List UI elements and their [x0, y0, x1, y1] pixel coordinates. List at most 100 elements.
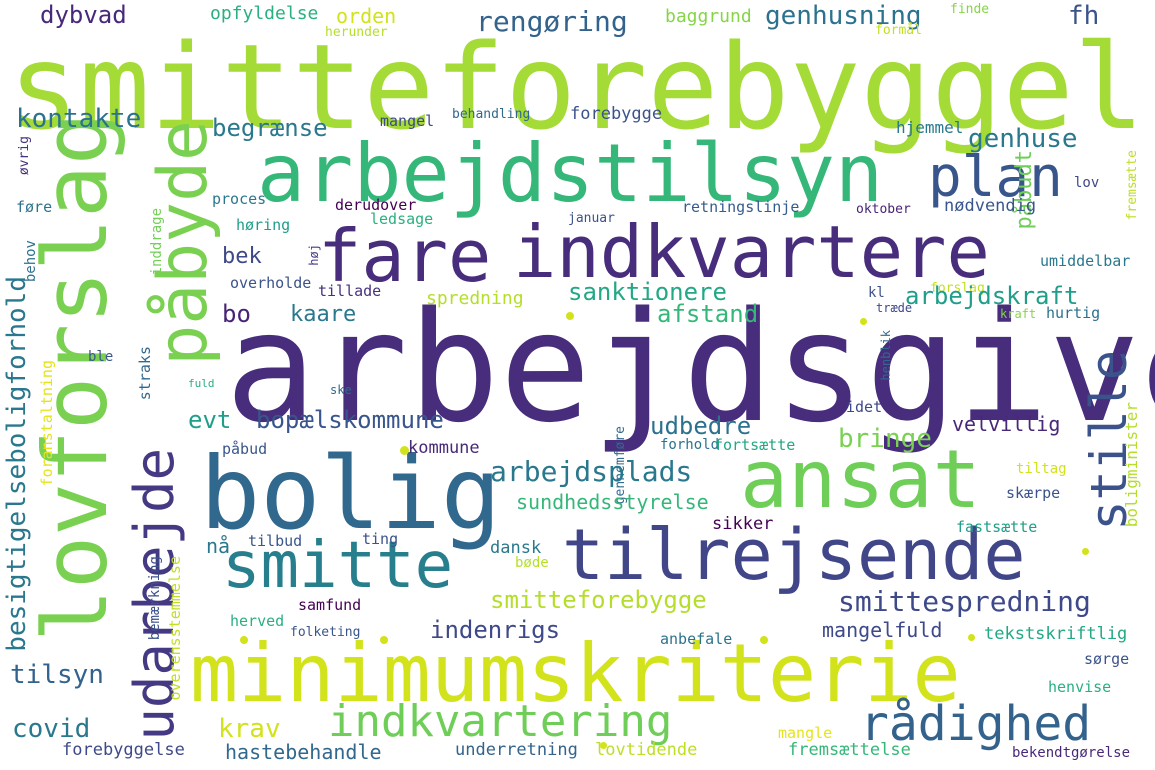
word-pabud: påbud: [222, 440, 268, 458]
word-smitte: smitte: [222, 529, 454, 603]
word-bekendtgorelse: bekendtgørelse: [1012, 745, 1131, 761]
word-proces: proces: [212, 190, 267, 208]
word-dybvad: dybvad: [40, 1, 127, 29]
word-tekstskriftlig: tekstskriftlig: [984, 624, 1128, 644]
word-minimumskriterie: minimumskriterie: [190, 627, 961, 720]
word-tiltag: tiltag: [1016, 461, 1067, 477]
word-henblik: henblik: [879, 330, 893, 381]
word-fore: føre: [16, 198, 53, 216]
word-arbejdsplads: arbejdsplads: [490, 455, 693, 488]
word-arbejdskraft: arbejdskraft: [905, 282, 1079, 310]
word-behandling: behandling: [452, 107, 531, 122]
word-horing: høring: [236, 216, 291, 234]
word-tillade: tillade: [318, 282, 382, 300]
word-hoj: høj: [307, 244, 321, 266]
word-covid: covid: [12, 714, 91, 744]
word-inddrage: inddrage: [149, 208, 165, 276]
word-orden: orden: [336, 4, 397, 28]
word-indenrigs: indenrigs: [430, 616, 561, 644]
word-umiddelbar: umiddelbar: [1040, 252, 1131, 270]
word-hurtig: hurtig: [1046, 304, 1101, 322]
word-nodvendig: nødvendig: [944, 196, 1037, 216]
word-arbejdstilsyn: arbejdstilsyn: [257, 127, 884, 220]
word-smitteforebygge: smitteforebygge: [490, 586, 707, 614]
word-begraense: begrænse: [212, 114, 328, 142]
word-finde: finde: [950, 2, 990, 17]
word-foranstaltning: foranstaltning: [38, 360, 56, 487]
word-fuld: fuld: [188, 377, 215, 390]
word-boligminister: boligminister: [1122, 402, 1141, 528]
word-velvillig: velvillig: [952, 412, 1061, 436]
dot: [566, 312, 574, 320]
word-idet: idet: [846, 398, 883, 416]
word-henvise: henvise: [1048, 678, 1112, 696]
word-ble: ble: [88, 349, 114, 365]
word-spredning: spredning: [426, 288, 524, 309]
word-rengoring: rengøring: [476, 5, 628, 38]
word-fremsaettelse: fremsættelse: [788, 740, 911, 760]
word-sanktionere: sanktionere: [568, 278, 727, 306]
word-lovtidende: lovtidende: [595, 740, 698, 760]
word-indkvartere: indkvartere: [513, 210, 990, 294]
word-mangel: mangel: [380, 112, 435, 130]
word-afstand: afstand: [657, 300, 759, 328]
dot: [1082, 548, 1089, 555]
word-straks: straks: [136, 346, 154, 401]
word-smitteforebyggelse: smitteforebyggelse: [8, 18, 1155, 156]
word-fh: fh: [1068, 1, 1100, 31]
word-besigtigelseboligforhold: besigtigelseboligforhold: [2, 276, 32, 652]
word-indkvartering: indkvartering: [328, 696, 673, 747]
word-hastebehandle: hastebehandle: [225, 740, 382, 764]
word-dansk: dansk: [490, 538, 542, 558]
word-tilrejsende: tilrejsende: [562, 514, 1026, 596]
word-retningslinje: retningslinje: [682, 198, 800, 216]
word-plan: plan: [928, 145, 1063, 210]
word-ting: ting: [362, 530, 399, 548]
word-kaare: kaare: [290, 302, 357, 327]
word-sundhedsstyrelse: sundhedsstyrelse: [516, 490, 709, 514]
dot: [760, 636, 768, 644]
word-genhuse: genhuse: [968, 124, 1078, 154]
word-samfund: samfund: [298, 596, 362, 614]
word-bringe: bringe: [838, 424, 932, 454]
word-hjemmel: hjemmel: [896, 118, 964, 137]
dot: [380, 636, 388, 644]
word-fortsaette: fortsætte: [714, 436, 796, 454]
word-genhusning: genhusning: [765, 1, 922, 31]
word-bopaelskommune: bopælskommune: [256, 406, 444, 434]
word-herunder: herunder: [325, 25, 388, 40]
word-mangle: mangle: [778, 724, 833, 742]
word-forslag: forslag: [930, 281, 985, 296]
dot: [600, 742, 607, 749]
word-formal: formål: [875, 23, 922, 38]
word-underretning: underretning: [455, 740, 578, 760]
word-baggrund: baggrund: [665, 6, 752, 27]
word-overensstemmelse: overensstemmelse: [166, 556, 184, 701]
word-fastsaette: fastsætte: [956, 518, 1038, 536]
word-sikker: sikker: [712, 514, 774, 534]
word-forebygge: forebygge: [570, 104, 663, 124]
word-bemaerkning: bemærkning: [147, 556, 163, 641]
word-pabudt: påbudt: [1012, 150, 1037, 230]
word-forebyggelse: forebyggelse: [62, 740, 185, 760]
word-tilsyn: tilsyn: [10, 660, 104, 690]
word-evt: evt: [188, 406, 232, 434]
word-kl: kl: [868, 285, 885, 301]
word-anbefale: anbefale: [660, 630, 733, 648]
word-mangelfuld: mangelfuld: [822, 618, 943, 642]
dot: [968, 634, 975, 641]
word-kommune: kommune: [408, 438, 480, 458]
dot: [400, 446, 409, 455]
word-ovrig: øvrig: [17, 136, 32, 176]
word-derudover: derudover: [335, 196, 417, 214]
word-na: nå: [206, 534, 231, 558]
word-oktober: oktober: [856, 202, 911, 217]
word-ledsage: ledsage: [370, 210, 434, 228]
word-januar: januar: [568, 211, 615, 226]
word-sorge: sørge: [1084, 650, 1130, 668]
dot: [860, 318, 867, 325]
word-skaerpe: skærpe: [1006, 484, 1061, 502]
word-bode: bøde: [515, 555, 549, 571]
word-ansat: ansat: [740, 433, 981, 526]
